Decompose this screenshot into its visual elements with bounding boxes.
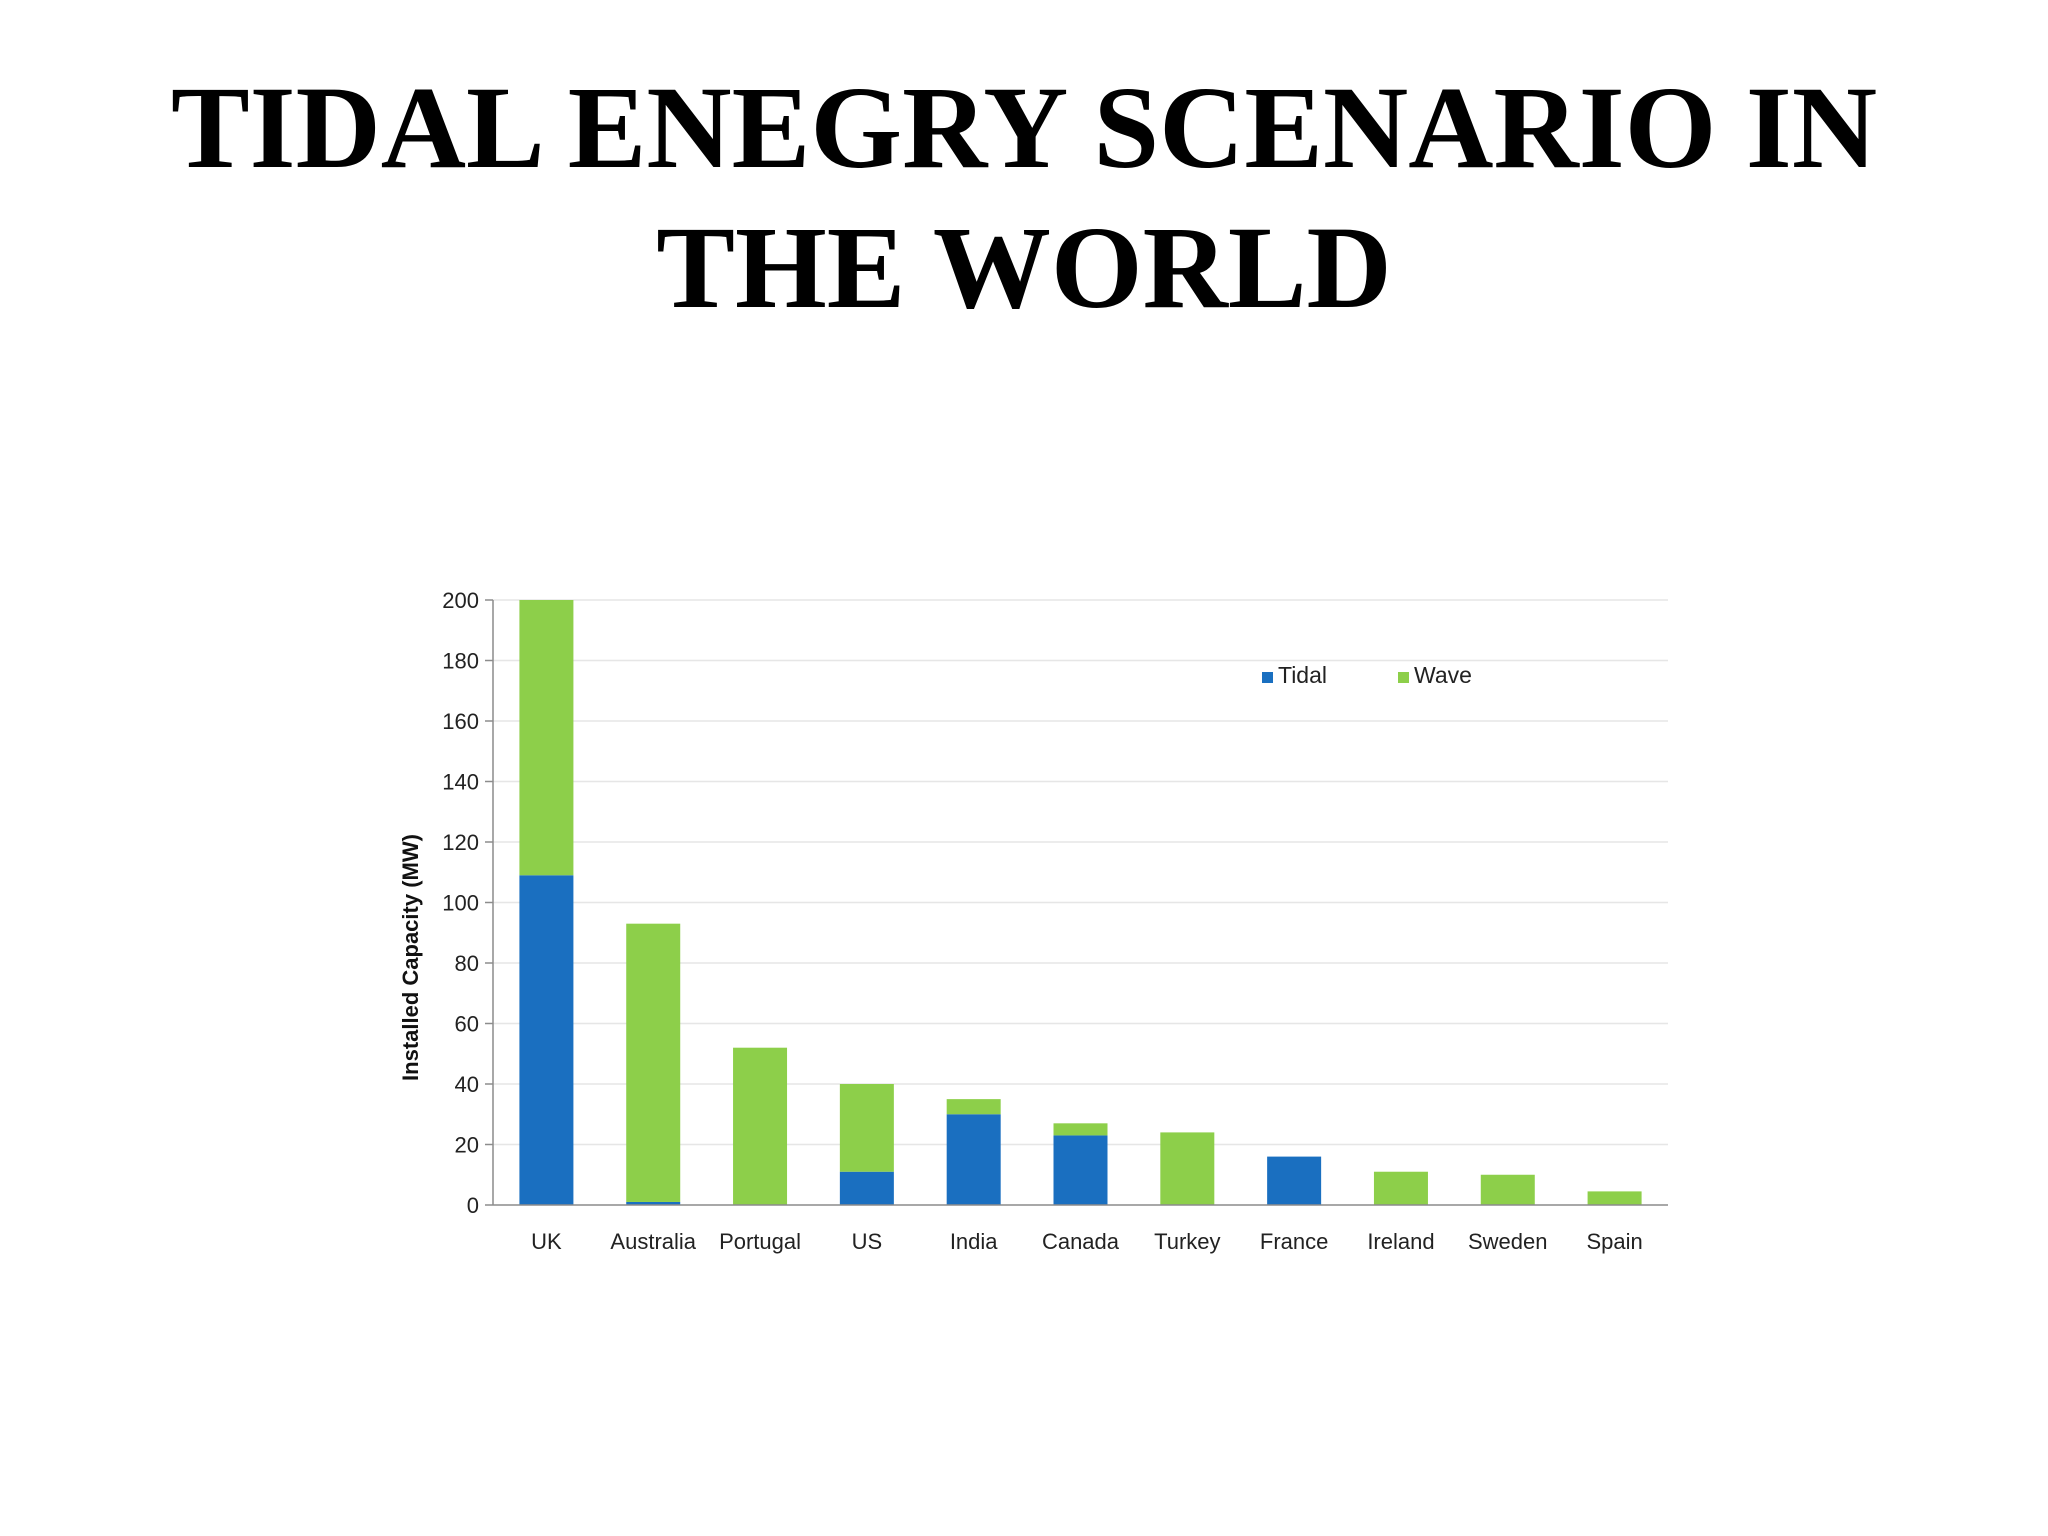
x-tick-label: France <box>1260 1229 1328 1254</box>
y-tick-label: 100 <box>442 891 479 916</box>
x-tick-label: Sweden <box>1468 1229 1548 1254</box>
y-tick-label: 120 <box>442 830 479 855</box>
x-tick-label: Australia <box>610 1229 696 1254</box>
x-tick-label: Ireland <box>1367 1229 1434 1254</box>
x-tick-label: UK <box>531 1229 562 1254</box>
legend: Tidal Wave <box>1262 662 1472 688</box>
x-tick-label: US <box>852 1229 883 1254</box>
bar-wave-portugal <box>733 1047 788 1205</box>
bar-tidal-us <box>839 1171 894 1205</box>
gridlines <box>493 599 1668 1146</box>
bar-wave-australia <box>626 923 681 1202</box>
legend-swatch-wave <box>1398 672 1409 683</box>
bar-wave-us <box>839 1084 894 1172</box>
x-tick-label: India <box>950 1229 998 1254</box>
y-tick-label: 200 <box>442 588 479 613</box>
bar-tidal-australia <box>626 1201 681 1205</box>
y-tick-label: 60 <box>455 1012 479 1037</box>
slide-title-line-1: TIDAL ENEGRY SCENARIO IN <box>170 62 1878 193</box>
legend-label-tidal: Tidal <box>1278 662 1327 688</box>
bar-wave-sweden <box>1480 1174 1535 1205</box>
y-tick-label: 160 <box>442 709 479 734</box>
y-tick-label: 80 <box>455 951 479 976</box>
bar-wave-ireland <box>1373 1171 1428 1205</box>
bar-wave-uk <box>519 600 574 876</box>
x-tick-label: Canada <box>1042 1229 1120 1254</box>
x-tick-label: Turkey <box>1154 1229 1220 1254</box>
y-tick-label: 0 <box>467 1193 479 1218</box>
bar-tidal-uk <box>519 875 574 1205</box>
slide-title-line-2: THE WORLD <box>656 202 1392 333</box>
y-tick-label: 40 <box>455 1072 479 1097</box>
x-tick-label: Spain <box>1586 1229 1642 1254</box>
slide-title: TIDAL ENEGRY SCENARIO IN THE WORLD <box>0 58 2048 338</box>
y-tick-label: 140 <box>442 770 479 795</box>
bar-wave-india <box>946 1099 1001 1115</box>
y-axis-title: Installed Capacity (MW) <box>398 834 423 1081</box>
bar-wave-canada <box>1053 1123 1108 1136</box>
bar-tidal-france <box>1267 1156 1322 1205</box>
axes: 0 20 40 60 80 100 120 140 160 180 200 UK Australia Po… <box>442 588 1668 1254</box>
x-tick-label: Portugal <box>719 1229 801 1254</box>
y-tick-label: 180 <box>442 649 479 674</box>
y-tick-label: 20 <box>455 1133 479 1158</box>
legend-swatch-tidal <box>1262 672 1273 683</box>
bar-wave-spain <box>1587 1191 1642 1205</box>
bar-tidal-canada <box>1053 1135 1108 1205</box>
legend-label-wave: Wave <box>1414 662 1472 688</box>
bar-wave-turkey <box>1160 1132 1215 1205</box>
bar-tidal-india <box>946 1114 1001 1205</box>
bars <box>519 600 1642 1205</box>
